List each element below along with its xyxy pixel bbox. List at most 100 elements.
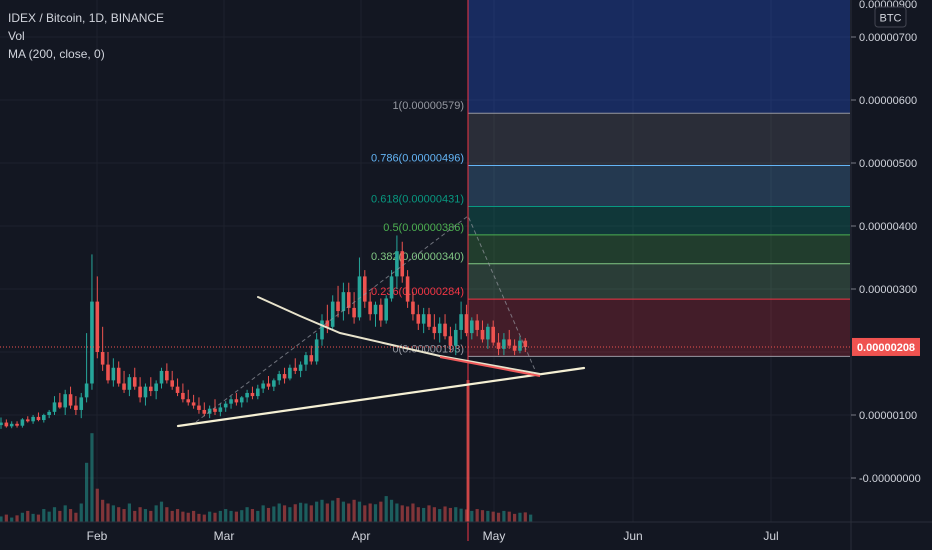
trendline-drawings[interactable] <box>0 215 850 428</box>
candle-body <box>282 374 287 379</box>
candle-body <box>352 307 356 318</box>
last-price-label: 0.00000208 <box>857 342 915 354</box>
volume-bar <box>245 507 249 522</box>
volume-bar <box>480 510 485 522</box>
volume-bar <box>491 511 495 522</box>
candle-body <box>363 276 367 302</box>
resistance-trendline[interactable] <box>257 296 541 375</box>
time-axis-label: Feb <box>87 529 108 543</box>
candle-body <box>320 320 324 340</box>
candle-body <box>127 377 132 390</box>
candle-body <box>218 407 223 412</box>
fib-label-0-236: 0.236(0.00000284) <box>371 286 464 298</box>
volume-bar <box>213 512 217 522</box>
candle-body <box>261 383 265 389</box>
volume-bar <box>496 512 501 522</box>
volume-bar <box>63 505 67 522</box>
volume-bar <box>293 504 297 522</box>
candle-body <box>111 367 116 381</box>
candle-body <box>395 251 399 277</box>
candle-body <box>191 402 196 406</box>
symbol-title[interactable]: IDEX / Bitcoin, 1D, BINANCE <box>8 11 165 25</box>
currency-badge[interactable] <box>874 6 907 28</box>
volume-bar <box>486 510 490 522</box>
candle-body <box>20 419 25 426</box>
volume-bar <box>518 512 522 522</box>
volume-bar <box>85 462 89 522</box>
candle-body <box>405 276 410 302</box>
candle-body <box>165 370 169 381</box>
price-axis[interactable]: 0.000008000.000007000.000006000.00000500… <box>850 0 921 550</box>
volume-bar <box>20 512 24 522</box>
volume-bar <box>331 500 335 522</box>
candle-body <box>464 314 469 334</box>
candle-body <box>346 292 351 308</box>
volume-bar <box>159 501 164 522</box>
volume-bar <box>336 497 340 522</box>
volume-bar <box>315 501 319 522</box>
time-axis[interactable]: Feb Mar Apr May Jun Jul <box>0 521 932 543</box>
time-axis-label: Apr <box>352 529 371 543</box>
candle-body <box>74 405 78 410</box>
candle-body <box>266 383 271 387</box>
price-axis-label: 0.00000300 <box>859 284 917 296</box>
volume-bar <box>58 510 62 522</box>
candle-body <box>100 352 105 365</box>
candle-body <box>197 405 201 410</box>
candle-body <box>63 394 67 408</box>
candle-body <box>58 402 62 408</box>
candle-body <box>79 397 84 410</box>
candle-body <box>421 314 426 324</box>
volume-bar <box>406 506 410 522</box>
candle-body <box>149 386 153 392</box>
candle-body <box>518 340 522 351</box>
candle-body <box>36 416 41 421</box>
candle-body <box>42 415 46 421</box>
candle-body <box>272 380 276 387</box>
volume-bar <box>218 510 222 522</box>
candle-body <box>223 403 228 408</box>
candle-body <box>106 364 110 381</box>
volume-bar <box>127 503 131 522</box>
candle-body <box>336 301 340 312</box>
volume-bar <box>36 514 41 522</box>
candle-body <box>95 301 100 352</box>
volume-bar <box>101 499 105 522</box>
candle-body <box>304 355 308 365</box>
candle-body <box>239 397 244 403</box>
resistance-trendline-segment[interactable] <box>439 356 541 377</box>
candle-body <box>245 392 249 398</box>
volume-bar <box>90 433 94 522</box>
support-trendline[interactable] <box>176 366 586 428</box>
fib-trend-dashed <box>195 215 536 423</box>
volume-bar <box>427 505 431 522</box>
candle-body <box>52 402 57 412</box>
volume-bar <box>347 503 351 522</box>
volume-bar <box>470 510 474 522</box>
fib-zone-0-786 <box>468 165 850 207</box>
candle-body <box>181 392 185 400</box>
time-axis-label: Jul <box>763 529 778 543</box>
last-price-tag <box>852 337 920 356</box>
volume-bar <box>363 505 367 522</box>
candle-body <box>341 292 346 312</box>
fib-label-0: 0(0.00000193) <box>392 343 464 355</box>
volume-bar <box>106 503 110 522</box>
volume-bar <box>320 499 324 522</box>
volume-bar <box>138 507 142 522</box>
volume-bar <box>523 512 527 522</box>
candle-body <box>47 411 51 415</box>
volume-bar <box>26 510 30 522</box>
candle-body <box>523 340 528 347</box>
volume-bar <box>0 516 3 522</box>
candle-body <box>502 339 506 349</box>
volume-bar <box>15 515 19 522</box>
volume-bar <box>154 505 158 522</box>
ma-indicator-label[interactable]: MA (200, close, 0) <box>8 47 105 61</box>
candle-body <box>0 422 3 426</box>
candle-body <box>234 399 239 403</box>
volume-bar <box>47 511 51 522</box>
volume-indicator-label[interactable]: Vol <box>8 29 25 43</box>
volume-bar <box>459 508 463 522</box>
